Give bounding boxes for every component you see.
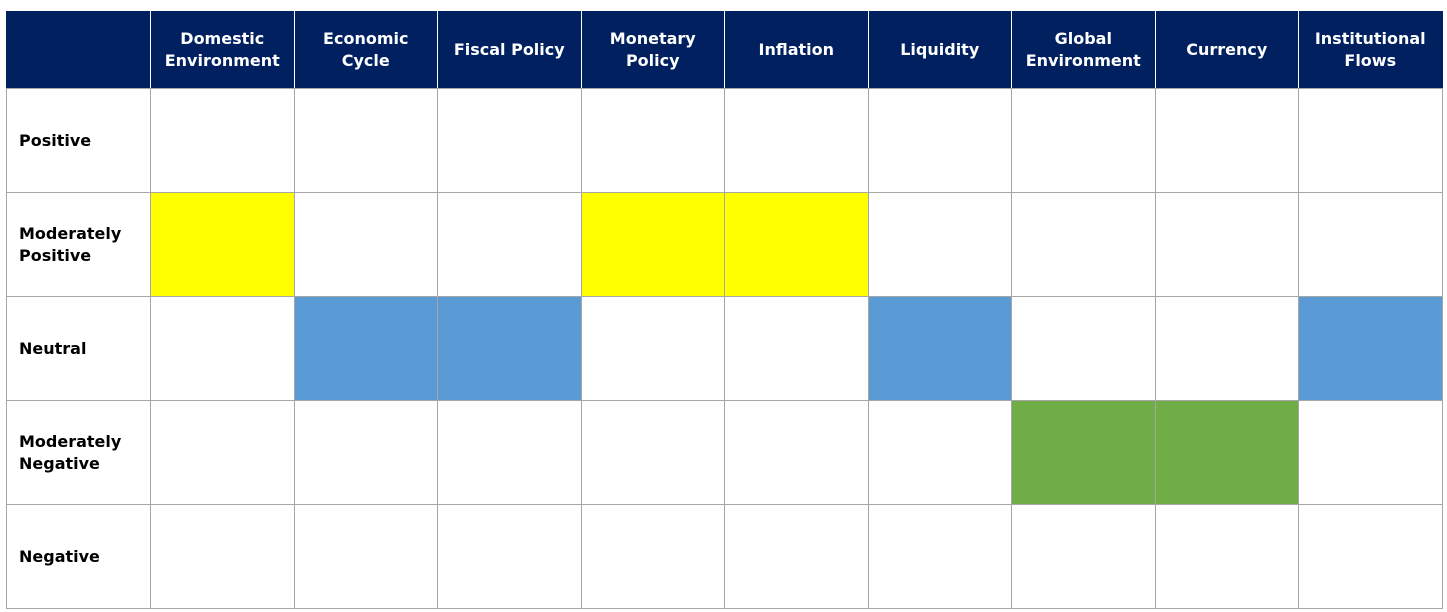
column-header-currency: Currency (1154, 11, 1299, 89)
label-line: Moderately (19, 223, 122, 243)
row-neutral: Neutral (6, 296, 1443, 401)
assessment-mark-fiscal-policy (437, 296, 582, 401)
label-line: Moderately (19, 431, 122, 451)
assessment-mark-liquidity (867, 296, 1012, 401)
label-line: Cycle (341, 51, 390, 70)
grid-cell (1298, 192, 1443, 297)
grid-cell (1298, 504, 1443, 609)
column-header-liquidity: Liquidity (867, 11, 1012, 89)
column-header-global-environment: Global Environment (1011, 11, 1156, 89)
grid-cell (1011, 296, 1156, 401)
grid-cell (437, 504, 582, 609)
column-header-economic-cycle: Economic Cycle (293, 11, 438, 89)
column-header-fiscal-policy: Fiscal Policy (437, 11, 582, 89)
grid-cell (867, 192, 1012, 297)
row-label-negative: Negative (6, 504, 151, 609)
label-line: Economic (323, 29, 409, 48)
label-line: Flows (1344, 51, 1397, 70)
label-line: Inflation (758, 40, 834, 59)
corner-cell (6, 11, 151, 89)
grid-cell (1154, 504, 1299, 609)
grid-cell (1298, 88, 1443, 193)
label-line: Global (1054, 29, 1112, 48)
row-negative: Negative (6, 504, 1443, 609)
grid-cell (437, 192, 582, 297)
row-moderately-positive: Moderately Positive (6, 192, 1443, 297)
label-line: Environment (1025, 51, 1141, 70)
label-line: Environment (164, 51, 280, 70)
label-line: Negative (19, 546, 100, 566)
assessment-matrix: Domestic Environment Economic Cycle Fiscal P… (6, 11, 1443, 609)
row-moderately-negative: Moderately Negative (6, 400, 1443, 505)
grid-cell (1154, 88, 1299, 193)
label-line: Domestic (180, 29, 265, 48)
column-header-monetary-policy: Monetary Policy (580, 11, 725, 89)
grid-cell (293, 504, 438, 609)
grid-cell (580, 88, 725, 193)
assessment-mark-economic-cycle (293, 296, 438, 401)
label-line: Positive (19, 245, 92, 265)
column-header-inflation: Inflation (724, 11, 869, 89)
label-line: Negative (19, 453, 100, 473)
grid-cell (293, 88, 438, 193)
grid-cell (1154, 192, 1299, 297)
grid-cell (1298, 400, 1443, 505)
label-line: Monetary (609, 29, 696, 48)
label-line: Currency (1186, 40, 1268, 59)
header-row: Domestic Environment Economic Cycle Fiscal P… (6, 11, 1443, 89)
grid-cell (724, 400, 869, 505)
grid-cell (293, 192, 438, 297)
label-line: Positive (19, 130, 92, 150)
grid-cell (867, 88, 1012, 193)
label-line: Neutral (19, 338, 87, 358)
grid-cell (150, 88, 295, 193)
grid-cell (867, 504, 1012, 609)
grid-cell (437, 400, 582, 505)
grid-cell (150, 296, 295, 401)
assessment-mark-currency (1154, 400, 1299, 505)
label-line: Policy (625, 51, 680, 70)
grid-cell (1011, 192, 1156, 297)
assessment-mark-inflation (724, 192, 869, 297)
grid-cell (437, 88, 582, 193)
row-label-positive: Positive (6, 88, 151, 193)
grid-cell (1011, 504, 1156, 609)
matrix-body: Positive Moderately Positive Neutral Moderat… (6, 88, 1443, 609)
assessment-mark-monetary-policy (580, 192, 725, 297)
column-header-domestic-environment: Domestic Environment (150, 11, 295, 89)
grid-cell (867, 400, 1012, 505)
row-label-neutral: Neutral (6, 296, 151, 401)
assessment-mark-institutional-flows (1298, 296, 1443, 401)
grid-cell (1154, 296, 1299, 401)
label-line: Fiscal Policy (453, 40, 565, 59)
grid-cell (1011, 88, 1156, 193)
grid-cell (724, 88, 869, 193)
grid-cell (150, 400, 295, 505)
grid-cell (724, 504, 869, 609)
grid-cell (150, 504, 295, 609)
label-line: Liquidity (900, 40, 980, 59)
row-positive: Positive (6, 88, 1443, 193)
label-line: Institutional (1314, 29, 1426, 48)
grid-cell (580, 296, 725, 401)
column-header-institutional-flows: Institutional Flows (1298, 11, 1443, 89)
grid-cell (293, 400, 438, 505)
assessment-mark-global-environment (1011, 400, 1156, 505)
grid-cell (724, 296, 869, 401)
grid-cell (580, 504, 725, 609)
grid-cell (580, 400, 725, 505)
row-label-moderately-positive: Moderately Positive (6, 192, 151, 297)
assessment-mark-domestic-environment (150, 192, 295, 297)
row-label-moderately-negative: Moderately Negative (6, 400, 151, 505)
